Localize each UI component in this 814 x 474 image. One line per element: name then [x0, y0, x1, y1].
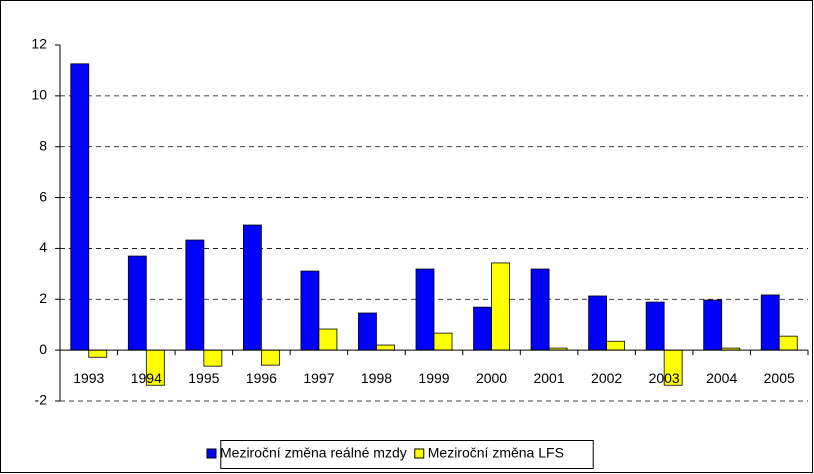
bar — [530, 268, 550, 351]
bar — [358, 312, 377, 351]
bar — [376, 344, 395, 351]
x-tick-label: 2001 — [533, 370, 564, 386]
y-tick-label: 12 — [31, 36, 47, 52]
bar — [260, 349, 280, 366]
y-tick-label: 8 — [39, 137, 47, 153]
x-tick-label: 1996 — [246, 370, 277, 386]
x-tick-label: 2004 — [706, 370, 737, 386]
y-tick-label: 2 — [39, 290, 47, 306]
bar — [606, 340, 626, 351]
bar — [703, 299, 723, 351]
x-tick-label: 1997 — [303, 370, 334, 386]
bar — [473, 306, 492, 351]
bar — [588, 295, 608, 351]
bar — [318, 328, 338, 351]
bar — [242, 224, 262, 351]
bar — [645, 301, 665, 351]
y-tick-label: 0 — [39, 341, 47, 357]
x-tick-label: 1995 — [188, 370, 219, 386]
legend-swatch — [414, 448, 425, 459]
bar — [433, 332, 453, 351]
bar — [491, 262, 510, 351]
bar — [415, 268, 435, 351]
bar — [185, 239, 205, 351]
bar — [70, 63, 90, 351]
y-tick-label: -2 — [35, 392, 48, 408]
x-tick-label: 1993 — [73, 370, 104, 386]
bar — [88, 349, 108, 358]
x-tick-label: 1994 — [131, 370, 162, 386]
legend-label: Meziroční změna LFS — [428, 445, 564, 461]
x-tick-label: 1998 — [361, 370, 392, 386]
bar — [127, 255, 147, 351]
legend-swatch — [206, 448, 217, 459]
x-tick-label: 2003 — [649, 370, 680, 386]
bar — [300, 270, 320, 351]
legend-box — [220, 440, 594, 469]
bar — [778, 335, 798, 351]
x-tick-label: 2002 — [591, 370, 622, 386]
y-tick-label: 4 — [39, 239, 47, 255]
legend-label: Meziroční změna reálné mzdy — [220, 445, 407, 461]
bar — [760, 294, 780, 351]
bar — [203, 349, 223, 367]
x-tick-label: 2000 — [476, 370, 507, 386]
y-tick-label: 6 — [39, 188, 47, 204]
x-tick-label: 2005 — [764, 370, 795, 386]
y-tick-label: 10 — [31, 87, 47, 103]
x-tick-label: 1999 — [418, 370, 449, 386]
